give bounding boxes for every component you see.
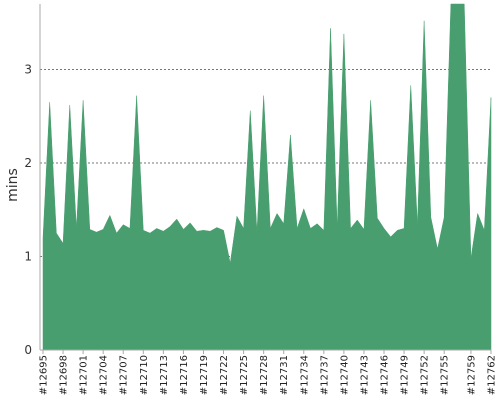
x-tick-label: #12731 [279,355,290,395]
x-tick-label: #12759 [466,355,477,395]
x-tick-label: #12740 [339,355,350,395]
x-tick-label: #12695 [39,355,50,395]
x-tick-label: #12743 [359,355,370,395]
y-tick-label: 3 [24,62,32,76]
x-tick-label: #12698 [59,355,70,395]
x-tick-label: #12713 [159,355,170,395]
x-tick-labels: #12695 #12698 #12701 #12704 #12707 #12710 #127… [39,350,498,395]
x-tick-label: #12762 [487,355,498,395]
x-tick-label: #12749 [400,355,411,395]
y-tick-label: 0 [24,343,32,357]
x-tick-label: #12716 [179,355,190,395]
x-tick-label: #12755 [440,355,451,395]
axes [39,4,491,351]
plot-area [42,3,492,351]
duration-area [42,3,492,351]
y-tick-label: 2 [24,156,32,170]
x-tick-label: #12746 [380,355,391,395]
x-tick-label: #12701 [79,355,90,395]
x-tick-label: #12704 [99,355,110,395]
x-tick-label: #12752 [420,355,431,395]
y-axis-title: mins [5,168,21,202]
x-tick-label: #12734 [299,355,310,395]
x-tick-label: #12707 [119,355,130,395]
x-tick-label: #12719 [199,355,210,395]
x-tick-label: #12728 [259,355,270,395]
y-tick-label: 1 [24,249,32,263]
x-tick-label: #12710 [139,355,150,395]
x-tick-label: #12725 [239,355,250,395]
y-tick-labels: 0 1 2 3 [24,62,32,357]
x-tick-label: #12722 [219,355,230,395]
x-tick-label: #12737 [319,355,330,395]
